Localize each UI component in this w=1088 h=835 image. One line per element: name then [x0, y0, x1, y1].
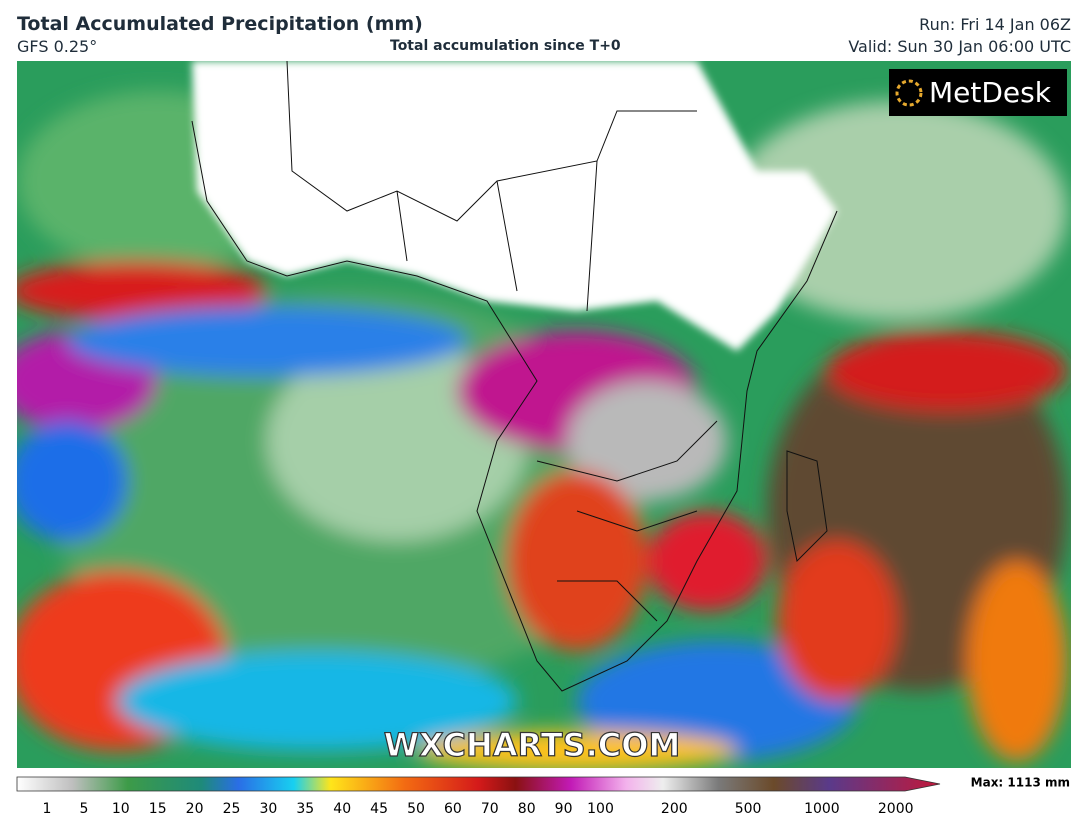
colorbar-tick-label: 10 — [112, 801, 130, 817]
colorbar-tick-label: 5 — [79, 801, 88, 817]
colorbar-tick-label: 80 — [518, 801, 536, 817]
colorbar-tick-label: 500 — [735, 801, 762, 817]
colorbar-tick-label: 70 — [481, 801, 499, 817]
map: MetDesk WXCHARTS.COM — [17, 61, 1071, 768]
precip-field — [17, 91, 1067, 768]
colorbar-tick-label: 40 — [333, 801, 351, 817]
subtitle: Total accumulation since T+0 — [390, 38, 621, 54]
colorbar-tick-label: 60 — [444, 801, 462, 817]
colorbar-gradient — [16, 776, 941, 792]
logo-box — [889, 69, 1067, 116]
borders — [191, 61, 838, 692]
logo-icon — [895, 79, 923, 107]
watermark: WXCHARTS.COM — [384, 726, 681, 764]
colorbar: Max: 1113 mm 1 5 10 15 20 25 30 35 40 45 50 60 70 80 9… — [16, 776, 1070, 817]
run: Run: Fri 14 Jan 06Z — [919, 15, 1071, 34]
colorbar-tick-label: 100 — [587, 801, 614, 817]
dry-region — [192, 61, 837, 351]
colorbar-tick-label: 1000 — [804, 801, 840, 817]
colorbar-tick-label: 30 — [259, 801, 277, 817]
colorbar-tick-label: 200 — [661, 801, 688, 817]
title: Total Accumulated Precipitation (mm) — [17, 13, 423, 35]
max-label: Max: 1113 mm — [971, 776, 1070, 790]
colorbar-tick-label: 45 — [370, 801, 388, 817]
valid: Valid: Sun 30 Jan 06:00 UTC — [848, 37, 1071, 56]
colorbar-tick-label: 35 — [296, 801, 314, 817]
colorbar-tick-label: 50 — [407, 801, 425, 817]
colorbar-tick-label: 25 — [223, 801, 241, 817]
model: GFS 0.25° — [17, 37, 98, 56]
colorbar-tick-label: 15 — [149, 801, 167, 817]
colorbar-tick-label: 20 — [186, 801, 204, 817]
colorbar-tick-label: 1 — [43, 801, 52, 817]
colorbar-tick-label: 2000 — [878, 801, 914, 817]
logo-text: MetDesk — [929, 76, 1052, 109]
colorbar-tick-label: 90 — [555, 801, 573, 817]
